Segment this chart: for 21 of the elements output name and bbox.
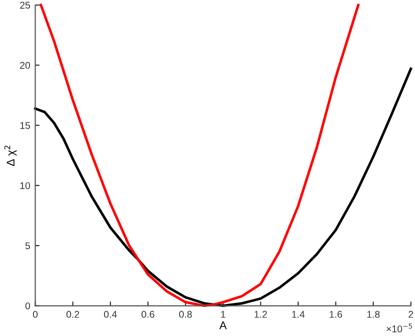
x-axis-title: A (219, 321, 227, 330)
y-axis-title: Δ χ$^{2}$ (4, 146, 17, 166)
x-tick-label: 0.6 (142, 310, 154, 318)
x-tick-label: 2 (408, 310, 414, 318)
y-tick-label: 25 (20, 2, 30, 9)
y-tick-label: 0 (25, 302, 30, 310)
y-tick-label: 10 (20, 182, 30, 190)
y-tick-label: 5 (25, 242, 30, 250)
y-tick-label: 20 (20, 62, 30, 69)
x-tick-label: 0 (32, 310, 38, 318)
x-tick-label: 0.2 (66, 310, 80, 318)
x-tick-label: 0.8 (179, 310, 192, 318)
x-tick-label: 1.6 (330, 310, 342, 318)
text: ×10$^{−5}$ (386, 324, 412, 332)
x-tick-label: 1.2 (254, 310, 267, 318)
x-tick-label: 1 (221, 310, 226, 318)
x-tick-label: 1.8 (367, 310, 380, 318)
line-series (40, 4, 360, 308)
y-tick-label: 15 (20, 122, 30, 129)
x-tick-label: 1.4 (292, 310, 305, 318)
x-tick-label: 0.4 (104, 310, 117, 318)
